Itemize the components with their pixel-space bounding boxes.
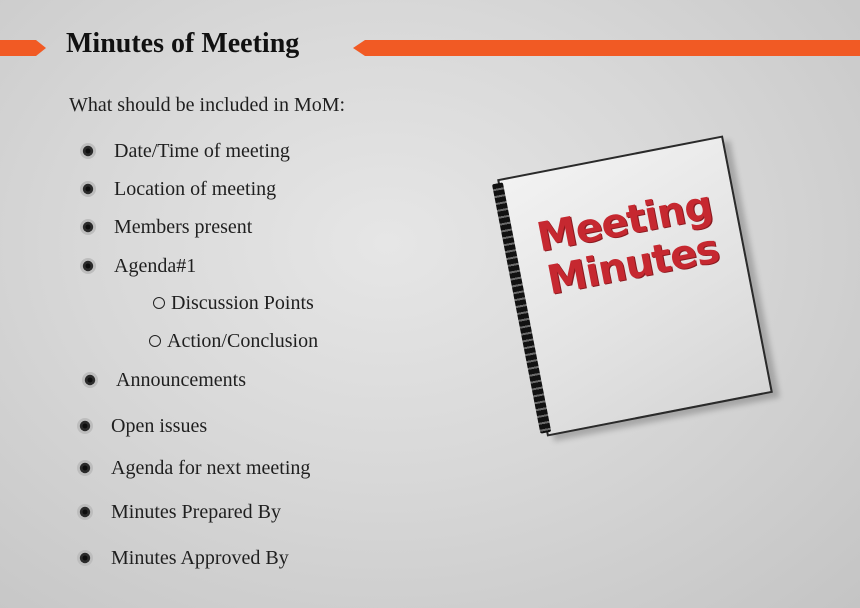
list-item-label: Open issues bbox=[111, 414, 208, 437]
slide-title: Minutes of Meeting bbox=[66, 28, 300, 59]
bullet-hole-icon bbox=[80, 181, 96, 197]
list-item: Announcements bbox=[82, 367, 246, 393]
sub-list-item-label: Discussion Points bbox=[171, 291, 314, 314]
title-bar-left bbox=[0, 40, 46, 56]
title-bar-right bbox=[353, 40, 860, 56]
bullet-hole-icon bbox=[77, 550, 93, 566]
list-item-label: Members present bbox=[114, 215, 253, 238]
bullet-hole-icon bbox=[80, 258, 96, 274]
bullet-hole-icon bbox=[80, 143, 96, 159]
sub-list-item: Action/Conclusion bbox=[149, 328, 318, 354]
list-item-label: Date/Time of meeting bbox=[114, 139, 290, 162]
list-item: Minutes Prepared By bbox=[77, 499, 281, 525]
list-item: Location of meeting bbox=[80, 176, 276, 202]
meeting-minutes-notebook: Meeting Minutes bbox=[491, 135, 780, 442]
list-item-label: Announcements bbox=[116, 368, 246, 391]
sub-list-item: Discussion Points bbox=[153, 290, 314, 316]
list-item: Date/Time of meeting bbox=[80, 138, 290, 164]
list-item: Agenda#1 bbox=[80, 253, 196, 279]
bullet-hole-icon bbox=[80, 219, 96, 235]
circle-bullet-icon bbox=[149, 335, 161, 347]
list-item-label: Location of meeting bbox=[114, 177, 277, 200]
list-item-label: Agenda for next meeting bbox=[111, 456, 311, 479]
list-item: Minutes Approved By bbox=[77, 545, 289, 571]
sub-list-item-label: Action/Conclusion bbox=[167, 329, 319, 352]
list-item-label: Minutes Prepared By bbox=[111, 500, 281, 523]
bullet-hole-icon bbox=[82, 372, 98, 388]
list-item: Open issues bbox=[77, 413, 207, 439]
list-item: Agenda for next meeting bbox=[77, 455, 310, 481]
list-item-label: Minutes Approved By bbox=[111, 546, 289, 569]
bullet-hole-icon bbox=[77, 460, 93, 476]
bullet-hole-icon bbox=[77, 504, 93, 520]
intro-text: What should be included in MoM: bbox=[69, 94, 346, 116]
circle-bullet-icon bbox=[153, 297, 165, 309]
bullet-hole-icon bbox=[77, 418, 93, 434]
list-item-label: Agenda#1 bbox=[114, 254, 197, 277]
list-item: Members present bbox=[80, 214, 252, 240]
